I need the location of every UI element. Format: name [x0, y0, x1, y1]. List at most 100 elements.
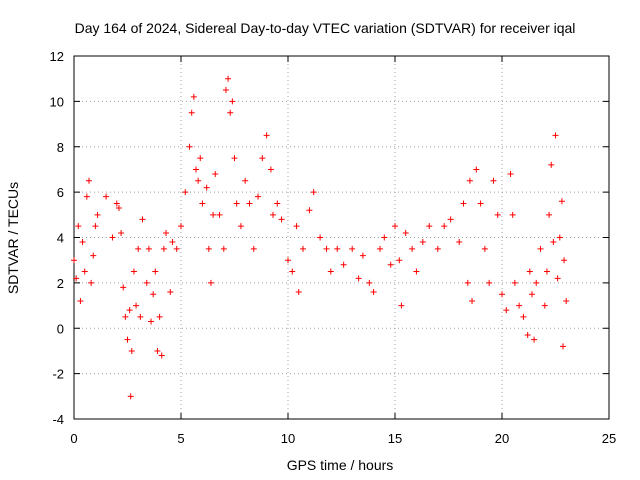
data-point: [556, 234, 563, 241]
data-point: [274, 200, 281, 207]
data-point: [310, 189, 317, 196]
data-point: [158, 352, 165, 359]
data-point: [554, 275, 561, 282]
data-point: [402, 229, 409, 236]
data-point: [205, 245, 212, 252]
y-tick-label: 2: [57, 276, 64, 291]
x-tick-label: 10: [281, 431, 295, 446]
plot-frame: [73, 55, 610, 420]
data-point: [466, 177, 473, 184]
data-point: [128, 347, 135, 354]
data-point: [355, 275, 362, 282]
y-tick-label: -2: [52, 367, 64, 382]
data-point: [83, 193, 90, 200]
data-point: [507, 170, 514, 177]
data-point: [441, 223, 448, 230]
data-point: [464, 279, 471, 286]
data-point: [250, 245, 257, 252]
data-point: [242, 177, 249, 184]
data-point: [561, 257, 568, 264]
y-tick-label: 6: [57, 185, 64, 200]
data-point: [163, 229, 170, 236]
data-point: [317, 234, 324, 241]
data-point: [509, 211, 516, 218]
data-point: [133, 302, 140, 309]
data-point: [222, 87, 229, 94]
x-tick-label: 25: [602, 431, 616, 446]
data-point: [73, 275, 80, 282]
data-point: [359, 252, 366, 259]
data-point: [154, 347, 161, 354]
chart-title: Day 164 of 2024, Sidereal Day-to-day VTE…: [75, 20, 576, 36]
data-point: [145, 245, 152, 252]
data-point: [75, 223, 82, 230]
data-point: [413, 268, 420, 275]
data-point: [148, 318, 155, 325]
data-point: [137, 313, 144, 320]
y-tick-label: 12: [50, 49, 64, 64]
data-point: [349, 245, 356, 252]
data-point: [109, 234, 116, 241]
data-point: [197, 155, 204, 162]
data-point: [546, 211, 553, 218]
data-point: [447, 216, 454, 223]
data-point: [167, 288, 174, 295]
y-tick-label: 0: [57, 321, 64, 336]
data-point: [135, 245, 142, 252]
data-point: [94, 211, 101, 218]
data-point: [173, 245, 180, 252]
y-tick-label: 4: [57, 231, 64, 246]
data-point: [212, 170, 219, 177]
data-point: [115, 205, 122, 212]
data-point: [526, 268, 533, 275]
data-point: [207, 279, 214, 286]
data-point: [481, 245, 488, 252]
data-point: [387, 261, 394, 268]
data-point: [160, 245, 167, 252]
data-point: [473, 166, 480, 173]
data-point: [499, 291, 505, 298]
data-point: [229, 98, 236, 105]
data-point: [210, 211, 217, 218]
data-point: [216, 211, 223, 218]
data-point: [306, 207, 313, 214]
data-point: [563, 298, 570, 305]
data-point: [550, 239, 557, 246]
x-axis-label: GPS time / hours: [287, 457, 394, 473]
data-point: [520, 313, 527, 320]
data-point: [289, 268, 296, 275]
data-point: [528, 291, 535, 298]
data-point: [490, 177, 497, 184]
data-point: [285, 257, 291, 264]
data-point: [270, 211, 277, 218]
data-point: [85, 177, 92, 184]
data-point: [143, 279, 150, 286]
y-tick-label: 8: [57, 140, 64, 155]
data-point: [90, 252, 97, 259]
data-point: [409, 245, 416, 252]
data-point: [246, 200, 253, 207]
data-point: [178, 223, 184, 230]
data-point: [543, 268, 550, 275]
data-point: [552, 132, 559, 139]
y-axis-label: SDTVAR / TECUs: [5, 182, 21, 294]
data-point: [426, 223, 433, 230]
data-point: [516, 302, 523, 309]
data-point: [195, 177, 202, 184]
data-point: [456, 239, 463, 246]
data-point: [559, 343, 566, 350]
data-point: [152, 268, 159, 275]
data-point: [227, 109, 234, 116]
data-point: [295, 288, 302, 295]
data-point: [237, 223, 244, 230]
data-point: [511, 279, 518, 286]
data-point: [120, 284, 127, 291]
data-point: [118, 229, 125, 236]
data-point: [130, 268, 137, 275]
data-point: [124, 336, 131, 343]
x-tick-label: 5: [177, 431, 184, 446]
data-point: [263, 132, 270, 139]
data-point: [377, 245, 384, 252]
data-point: [366, 279, 373, 286]
data-point: [77, 298, 84, 305]
